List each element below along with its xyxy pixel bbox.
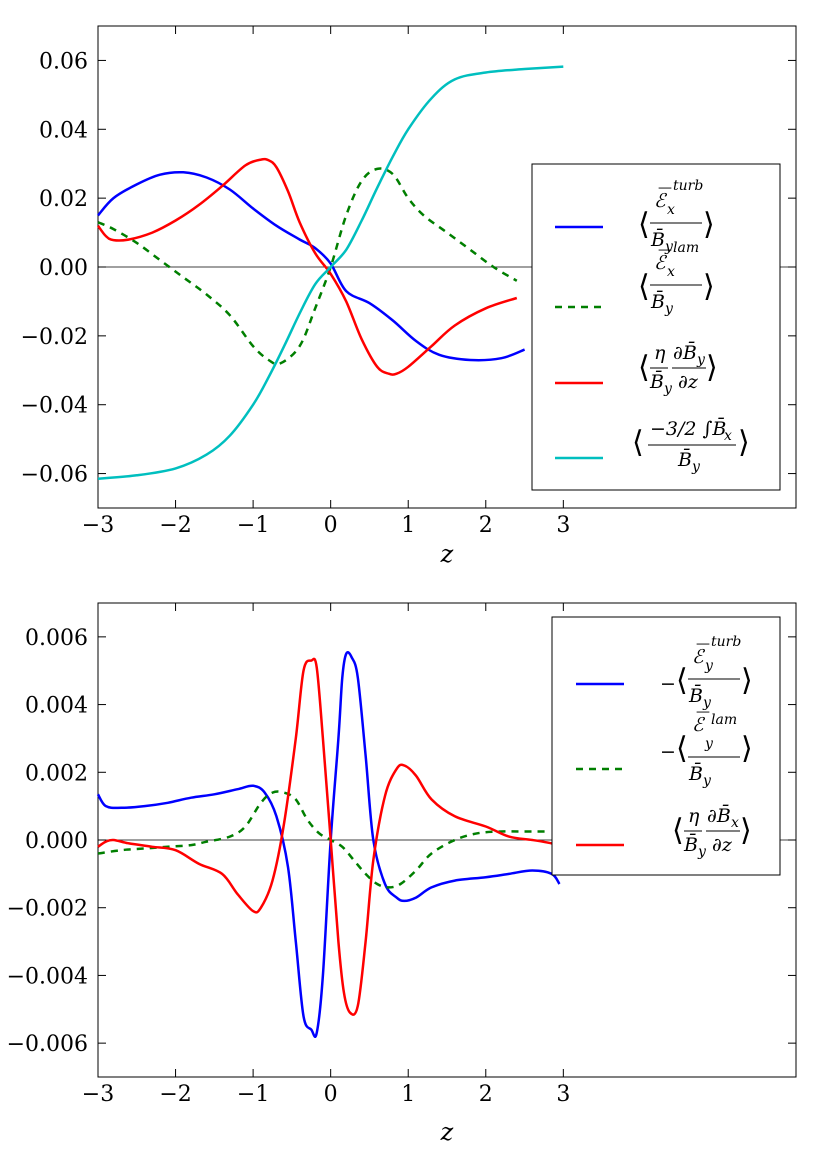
legend-label-ex-lam: ⟨ — ℰlam x B̄y ⟩	[638, 235, 715, 318]
y-tick-label-top: −0.02	[21, 325, 88, 350]
series-line-bottom-2	[97, 657, 561, 1016]
series-line-top-2	[96, 157, 518, 376]
x-tick-label-bottom: 1	[401, 1082, 415, 1107]
x-tick-label-top: 3	[556, 513, 570, 538]
y-tick-label-top: −0.06	[21, 463, 88, 488]
series-line-bottom-0	[96, 651, 561, 1038]
x-tick-label-top: 1	[401, 513, 415, 538]
x-axis-label-top: z	[440, 540, 454, 568]
y-tick-label-top: 0.02	[39, 187, 88, 212]
x-tick-label-bottom: −2	[159, 1082, 191, 1107]
y-tick-label-bottom: 0.004	[25, 694, 88, 719]
legend-label-eta-dbx: ⟨ η B̄y ∂B̄x ∂z ⟩	[672, 804, 752, 861]
series-line-bottom-1	[97, 790, 548, 889]
y-tick-label-bottom: 0.002	[25, 761, 88, 786]
x-tick-label-bottom: 0	[324, 1082, 338, 1107]
y-tick-label-top: −0.04	[21, 394, 88, 419]
x-tick-label-top: −2	[159, 513, 191, 538]
y-tick-label-bottom: 0.000	[25, 829, 88, 854]
y-tick-label-top: 0.06	[39, 49, 88, 74]
y-tick-label-bottom: −0.006	[7, 1032, 88, 1057]
legend-label-ey-turb: − ⟨ — ℰturb y B̄y ⟩	[660, 629, 753, 712]
x-tick-label-bottom: −3	[82, 1082, 114, 1107]
ticks-layer-bottom: −3 −2 −1 0 1 2 3 −0.006 −0.004 −0.002 0.000 0.002 0.…	[7, 603, 796, 1107]
series-line-top-3	[97, 65, 564, 480]
series-layer-top	[96, 65, 564, 480]
legend-label-eta-dby: ⟨ η B̄y ∂B̄y ∂z ⟩	[638, 341, 718, 398]
y-tick-label-bottom: 0.006	[25, 626, 88, 651]
x-tick-label-top: 2	[479, 513, 493, 538]
chart-bottom: −3 −2 −1 0 1 2 3 −0.006 −0.004 −0.002 0.000 0.002 0.…	[7, 602, 797, 1146]
x-tick-label-top: −1	[237, 513, 269, 538]
y-tick-label-bottom: −0.004	[7, 964, 88, 989]
chart-top: −3 −2 −1 0 1 2 3 −0.06 −0.04 −0.02 0.00 0.02 0.04 0.0…	[21, 25, 797, 568]
ticks-layer-top: −3 −2 −1 0 1 2 3 −0.06 −0.04 −0.02 0.00 0.02 0.04 0.0…	[21, 26, 796, 538]
x-tick-label-bottom: −1	[237, 1082, 269, 1107]
x-tick-label-bottom: 3	[556, 1082, 570, 1107]
legend-box-top	[531, 163, 781, 491]
series-layer-bottom	[96, 651, 561, 1038]
series-line-top-0	[97, 170, 526, 362]
y-tick-label-top: 0.04	[39, 118, 88, 143]
legend-label-int-bx: ⟨ −3/2 ∫B̄x B̄y ⟩	[632, 417, 750, 476]
x-tick-label-bottom: 2	[479, 1082, 493, 1107]
x-axis-label-bottom: z	[440, 1118, 454, 1146]
y-tick-label-bottom: −0.002	[7, 897, 88, 922]
x-tick-label-top: 0	[324, 513, 338, 538]
x-tick-label-top: −3	[82, 513, 114, 538]
legend-label-ex-turb: ⟨ — ℰturb x B̄y ⟩	[638, 173, 715, 256]
legend-box-bottom	[551, 616, 781, 876]
y-tick-label-top: 0.00	[39, 256, 88, 281]
legend-top: ⟨ — ℰturb x B̄y ⟩ ⟨ — ℰlam x B̄y ⟩ ⟨ η	[531, 163, 781, 491]
series-line-top-1	[97, 167, 518, 366]
